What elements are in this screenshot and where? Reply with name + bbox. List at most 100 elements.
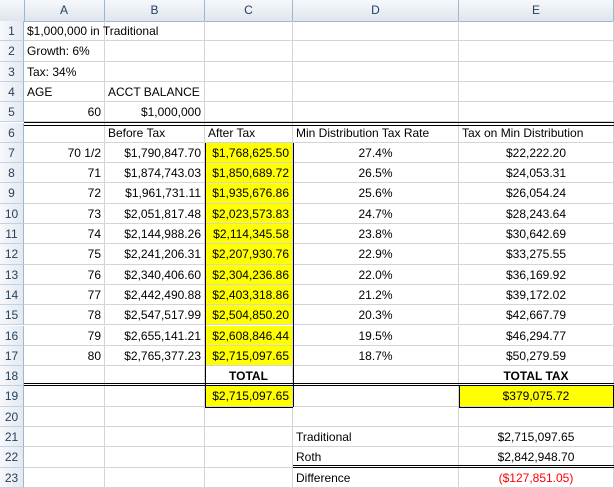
difference-value[interactable]: ($127,851.05) xyxy=(459,467,614,488)
cell-d2[interactable] xyxy=(293,41,459,62)
growth-label[interactable]: Growth: 6% xyxy=(24,41,105,62)
column-header-b[interactable]: B xyxy=(105,0,205,21)
cell-c4[interactable] xyxy=(205,81,293,103)
row-header-4[interactable]: 4 xyxy=(0,81,24,103)
table-row-age[interactable]: 71 xyxy=(24,163,105,184)
header-tax-on-distribution[interactable]: Tax on Min Distribution xyxy=(459,122,614,143)
age-label[interactable]: AGE xyxy=(24,81,105,103)
table-row-tax[interactable]: $26,054.24 xyxy=(459,183,614,204)
table-row-age[interactable]: 76 xyxy=(24,264,105,285)
table-row-age[interactable]: 74 xyxy=(24,224,105,245)
intro-title[interactable]: $1,000,000 in Traditional xyxy=(24,21,158,42)
cell-d3[interactable] xyxy=(293,61,459,82)
table-row-before-tax[interactable]: $2,051,817.48 xyxy=(105,203,205,224)
row-header-7[interactable]: 7 xyxy=(0,142,24,164)
table-row-tax[interactable]: $28,243.64 xyxy=(459,203,614,224)
table-row-before-tax[interactable]: $2,655,141.21 xyxy=(105,325,205,346)
table-row-after-tax[interactable]: $1,768,625.50 xyxy=(205,142,293,164)
cell-e5[interactable] xyxy=(459,102,614,123)
row-header-13[interactable]: 13 xyxy=(0,264,24,285)
cell-b1[interactable] xyxy=(105,21,205,42)
cell-b23[interactable] xyxy=(105,467,205,488)
cell-c22[interactable] xyxy=(205,447,293,468)
column-header-d[interactable]: D xyxy=(293,0,459,21)
table-row-age[interactable]: 79 xyxy=(24,325,105,346)
table-row-after-tax[interactable]: $2,023,573.83 xyxy=(205,203,293,224)
table-row-age[interactable]: 80 xyxy=(24,345,105,367)
table-row-before-tax[interactable]: $2,547,517.99 xyxy=(105,305,205,326)
row-header-22[interactable]: 22 xyxy=(0,447,24,468)
table-row-tax-rate[interactable]: 19.5% xyxy=(293,325,459,346)
table-row-tax[interactable]: $33,275.55 xyxy=(459,244,614,265)
cell-b19[interactable] xyxy=(105,386,205,407)
cell-a21[interactable] xyxy=(24,427,105,448)
table-row-before-tax[interactable]: $1,874,743.03 xyxy=(105,163,205,184)
cell-b2[interactable] xyxy=(105,41,205,62)
cell-b3[interactable] xyxy=(105,61,205,82)
table-row-after-tax[interactable]: $2,304,236.86 xyxy=(205,264,293,285)
row-header-3[interactable]: 3 xyxy=(0,61,24,82)
table-row-after-tax[interactable]: $2,207,930.76 xyxy=(205,244,293,265)
table-row-before-tax[interactable]: $1,790,847.70 xyxy=(105,142,205,164)
table-row-after-tax[interactable]: $2,504,850.20 xyxy=(205,305,293,326)
table-row-tax-rate[interactable]: 18.7% xyxy=(293,345,459,367)
row-header-18[interactable]: 18 xyxy=(0,366,24,387)
acct-balance-label[interactable]: ACCT BALANCE xyxy=(105,81,205,103)
table-row-tax-rate[interactable]: 23.8% xyxy=(293,224,459,245)
table-row-tax-rate[interactable]: 27.4% xyxy=(293,142,459,164)
table-row-before-tax[interactable]: $2,144,988.26 xyxy=(105,224,205,245)
cell-b21[interactable] xyxy=(105,427,205,448)
table-row-tax[interactable]: $50,279.59 xyxy=(459,345,614,367)
column-header-a[interactable]: A xyxy=(24,0,105,21)
cell-c3[interactable] xyxy=(205,61,293,82)
cell-e1[interactable] xyxy=(459,21,614,42)
cell-e20[interactable] xyxy=(459,406,614,427)
table-row-before-tax[interactable]: $1,961,731.11 xyxy=(105,183,205,204)
table-row-age[interactable]: 77 xyxy=(24,284,105,306)
table-row-after-tax[interactable]: $2,403,318.86 xyxy=(205,284,293,306)
start-age[interactable]: 60 xyxy=(24,102,105,123)
table-row-before-tax[interactable]: $2,442,490.88 xyxy=(105,284,205,306)
table-row-after-tax[interactable]: $1,935,676.86 xyxy=(205,183,293,204)
traditional-label[interactable]: Traditional xyxy=(293,427,459,448)
table-row-tax[interactable]: $22,222.20 xyxy=(459,142,614,164)
select-all-corner[interactable] xyxy=(0,0,25,21)
cell-c23[interactable] xyxy=(205,467,293,488)
cell-d19[interactable] xyxy=(293,386,459,407)
table-row-tax-rate[interactable]: 24.7% xyxy=(293,203,459,224)
table-row-tax[interactable]: $36,169.92 xyxy=(459,264,614,285)
table-row-tax[interactable]: $24,053.31 xyxy=(459,163,614,184)
table-row-after-tax[interactable]: $1,850,689.72 xyxy=(205,163,293,184)
cell-d4[interactable] xyxy=(293,81,459,103)
table-row-before-tax[interactable]: $2,340,406.60 xyxy=(105,264,205,285)
cell-a19[interactable] xyxy=(24,386,105,407)
cell-d5[interactable] xyxy=(293,102,459,123)
column-header-c[interactable]: C xyxy=(205,0,293,21)
total-after-tax-value[interactable]: $2,715,097.65 xyxy=(205,386,293,407)
cell-c20[interactable] xyxy=(205,406,293,427)
table-row-age[interactable]: 75 xyxy=(24,244,105,265)
cell-b22[interactable] xyxy=(105,447,205,468)
row-header-16[interactable]: 16 xyxy=(0,325,24,346)
row-header-20[interactable]: 20 xyxy=(0,406,24,427)
total-tax-value[interactable]: $379,075.72 xyxy=(459,386,614,407)
column-header-e[interactable]: E xyxy=(459,0,614,21)
cell-e4[interactable] xyxy=(459,81,614,103)
cell-e2[interactable] xyxy=(459,41,614,62)
traditional-value[interactable]: $2,715,097.65 xyxy=(459,427,614,448)
table-row-tax-rate[interactable]: 22.0% xyxy=(293,264,459,285)
table-row-tax[interactable]: $39,172.02 xyxy=(459,284,614,306)
start-balance[interactable]: $1,000,000 xyxy=(105,102,205,123)
row-header-8[interactable]: 8 xyxy=(0,163,24,184)
cell-a20[interactable] xyxy=(24,406,105,427)
cell-c21[interactable] xyxy=(205,427,293,448)
table-row-tax-rate[interactable]: 22.9% xyxy=(293,244,459,265)
table-row-after-tax[interactable]: $2,114,345.58 xyxy=(205,224,293,245)
table-row-tax-rate[interactable]: 26.5% xyxy=(293,163,459,184)
row-header-15[interactable]: 15 xyxy=(0,305,24,326)
cell-c2[interactable] xyxy=(205,41,293,62)
row-header-2[interactable]: 2 xyxy=(0,41,24,62)
table-row-tax-rate[interactable]: 21.2% xyxy=(293,284,459,306)
difference-label[interactable]: Difference xyxy=(293,467,459,488)
table-row-before-tax[interactable]: $2,765,377.23 xyxy=(105,345,205,367)
